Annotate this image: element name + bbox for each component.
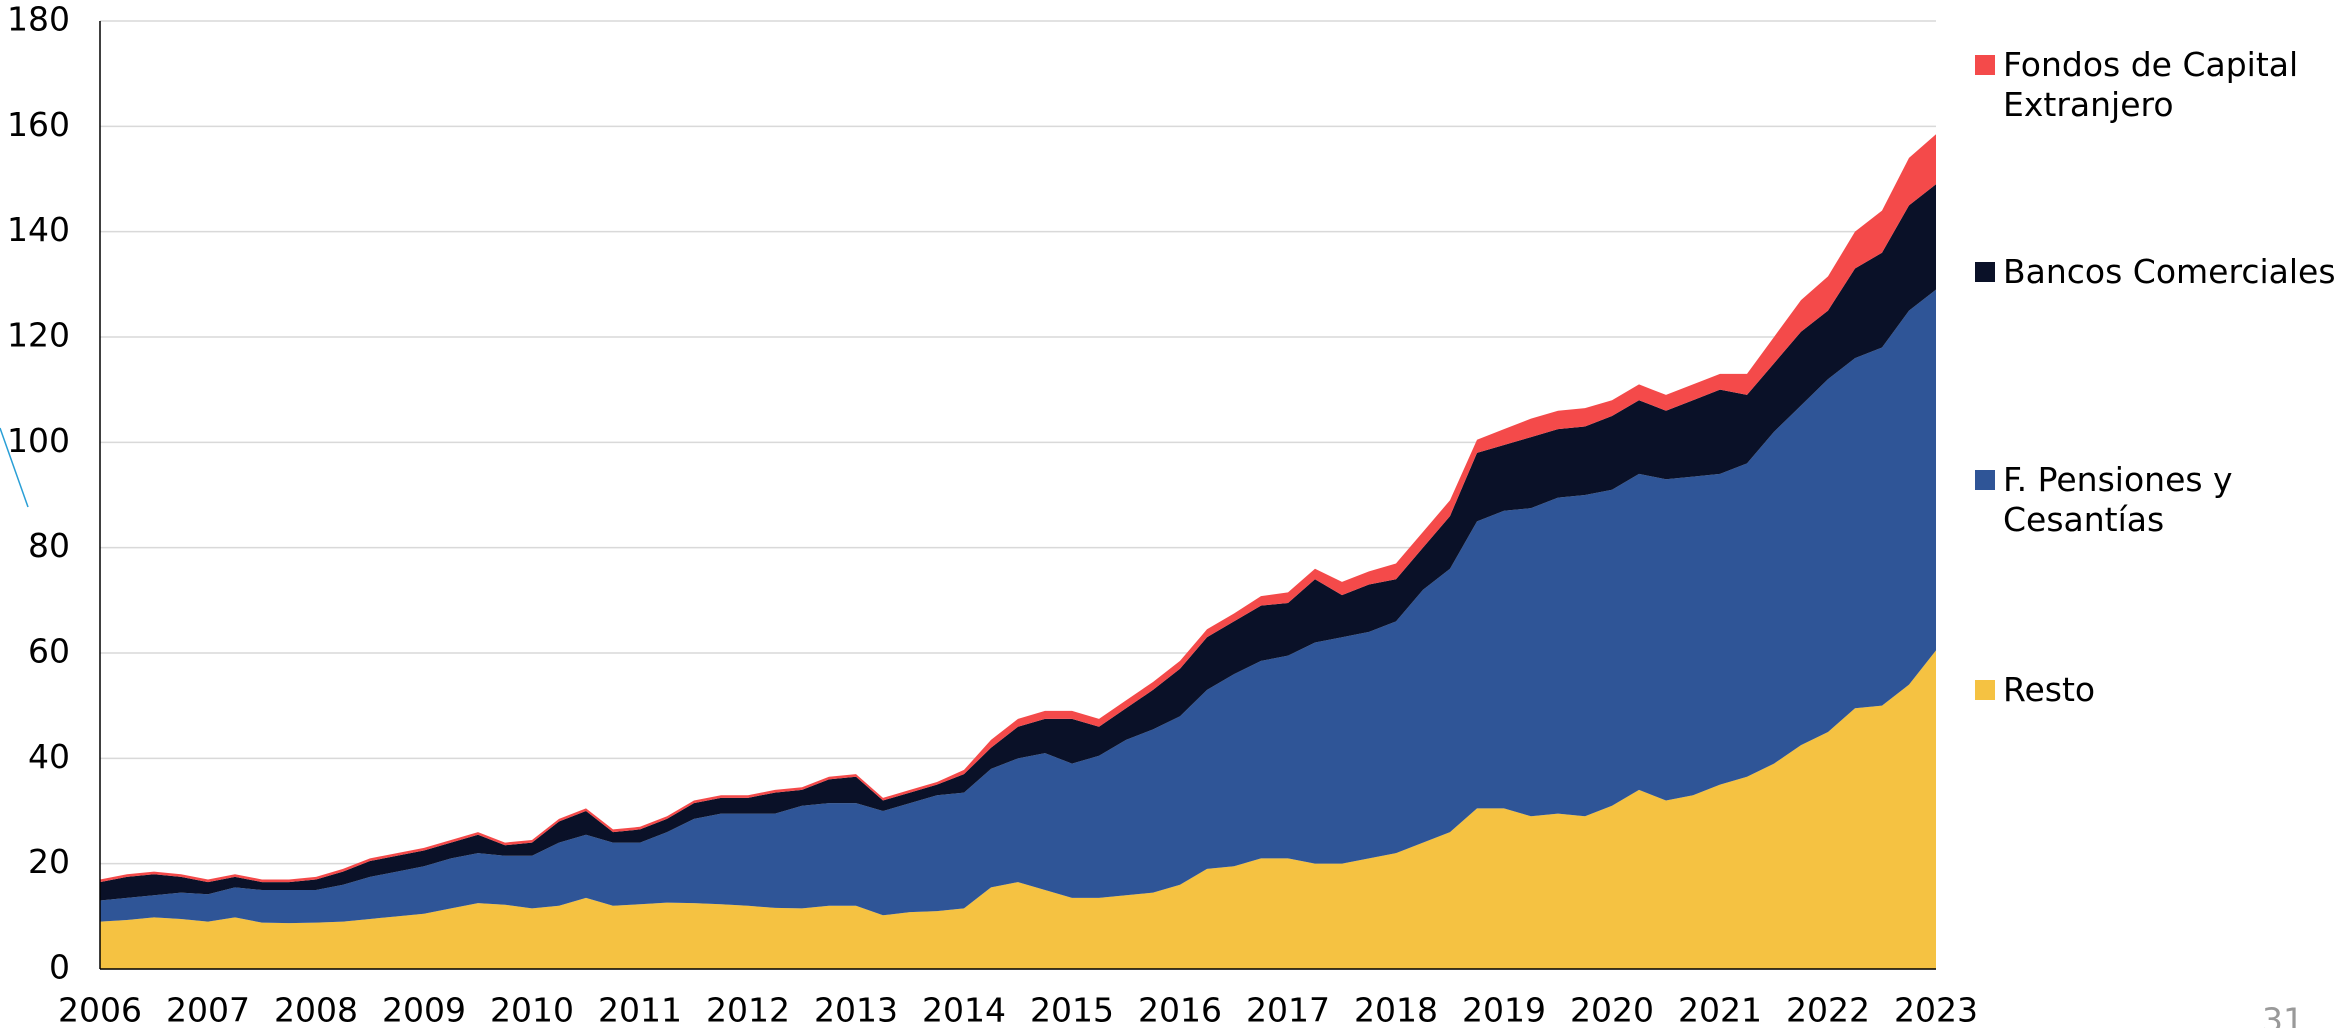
x-tick-label: 2023 <box>1894 991 1978 1028</box>
page-number: 31 <box>2262 1001 2304 1028</box>
y-tick-label: 140 <box>7 210 70 249</box>
area <box>100 184 1936 901</box>
x-tick-label: 2021 <box>1678 991 1762 1028</box>
x-tick-label: 2012 <box>706 991 790 1028</box>
x-tick-label: 2010 <box>490 991 574 1028</box>
legend-item: Resto <box>1975 670 2345 710</box>
x-tick-label: 2017 <box>1246 991 1330 1028</box>
y-tick-label: 0 <box>49 948 70 987</box>
legend-item: Bancos Comerciales <box>1975 252 2345 292</box>
legend-swatch <box>1975 55 1995 75</box>
y-tick-label: 60 <box>28 632 70 671</box>
x-tick-label: 2011 <box>598 991 682 1028</box>
y-tick-label: 80 <box>28 526 70 565</box>
legend-label: Bancos Comerciales <box>2003 252 2336 291</box>
y-tick-label: 160 <box>7 105 70 144</box>
area <box>100 289 1936 924</box>
legend-label: F. Pensiones y Cesantías <box>2003 460 2233 539</box>
legend-item: F. Pensiones y Cesantías <box>1975 460 2345 540</box>
x-tick-label: 2009 <box>382 991 466 1028</box>
legend-swatch <box>1975 470 1995 490</box>
x-tick-label: 2020 <box>1570 991 1654 1028</box>
y-tick-label: 100 <box>7 421 70 460</box>
legend-swatch <box>1975 262 1995 282</box>
y-tick-label: 20 <box>28 842 70 881</box>
x-tick-label: 2019 <box>1462 991 1546 1028</box>
legend-label: Resto <box>2003 670 2096 709</box>
x-tick-label: 2007 <box>166 991 250 1028</box>
y-tick-label: 120 <box>7 316 70 355</box>
x-tick-label: 2016 <box>1138 991 1222 1028</box>
legend-item: Fondos de Capital Extranjero <box>1975 45 2345 125</box>
decoration-line <box>0 427 29 508</box>
x-tick-label: 2014 <box>922 991 1006 1028</box>
x-tick-label: 2013 <box>814 991 898 1028</box>
x-tick-label: 2008 <box>274 991 358 1028</box>
x-tick-label: 2006 <box>58 991 142 1028</box>
x-tick-label: 2015 <box>1030 991 1114 1028</box>
x-tick-label: 2022 <box>1786 991 1870 1028</box>
area <box>100 650 1936 969</box>
x-tick-label: 2018 <box>1354 991 1438 1028</box>
y-tick-label: 40 <box>28 737 70 776</box>
y-tick-label: 180 <box>7 0 70 39</box>
legend-label: Fondos de Capital Extranjero <box>2003 45 2299 124</box>
legend-swatch <box>1975 680 1995 700</box>
